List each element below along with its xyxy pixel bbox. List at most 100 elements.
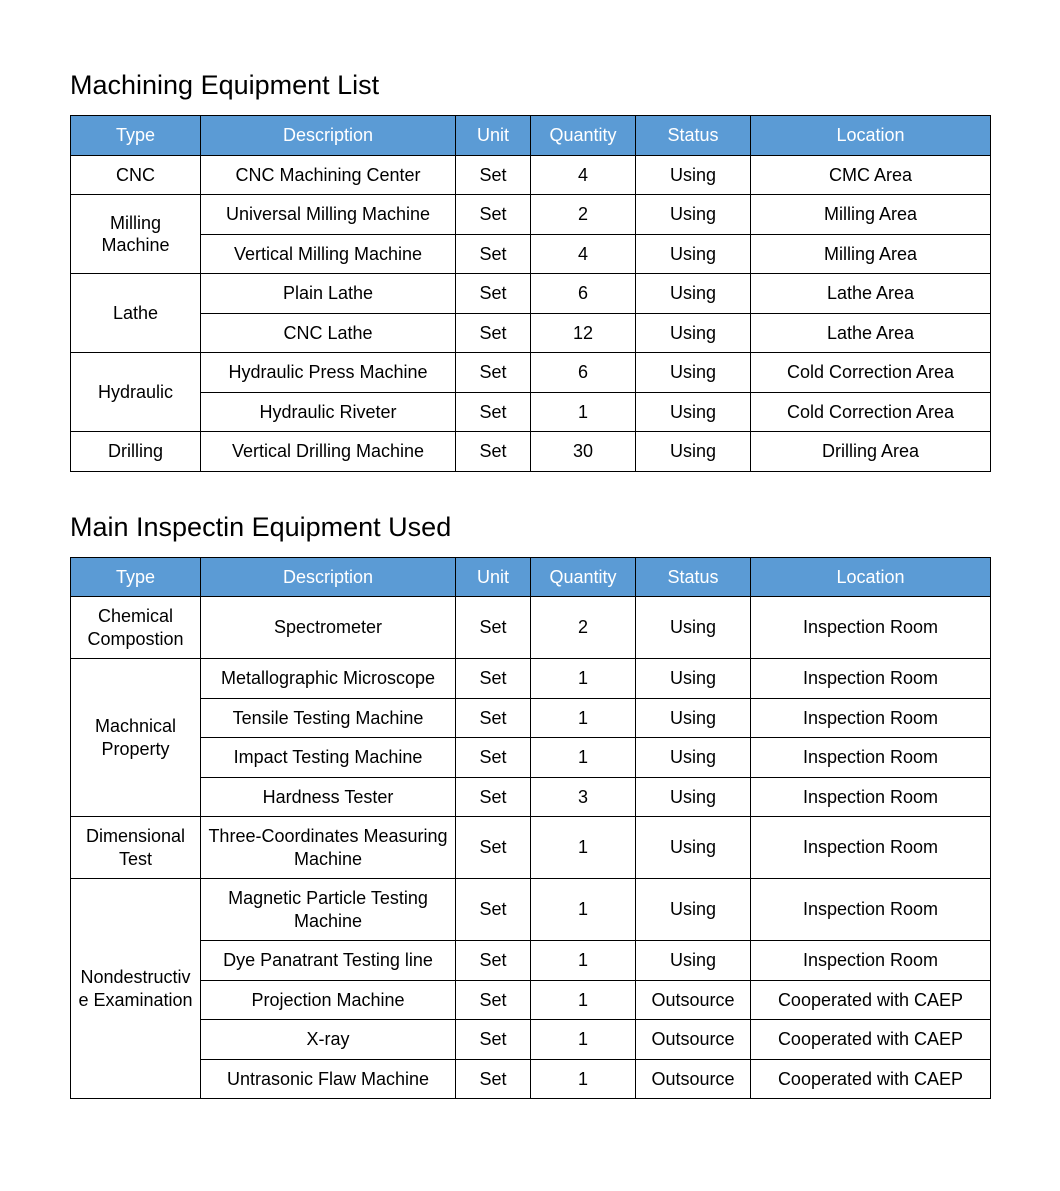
cell-quantity: 4 xyxy=(531,155,636,195)
cell-quantity: 1 xyxy=(531,392,636,432)
table-row: DrillingVertical Drilling MachineSet30Us… xyxy=(71,432,991,472)
equipment-table: TypeDescriptionUnitQuantityStatusLocatio… xyxy=(70,557,991,1100)
cell-unit: Set xyxy=(456,1059,531,1099)
cell-location: Milling Area xyxy=(751,195,991,235)
page: Machining Equipment ListTypeDescriptionU… xyxy=(0,0,1060,1159)
equipment-table: TypeDescriptionUnitQuantityStatusLocatio… xyxy=(70,115,991,472)
cell-description: Projection Machine xyxy=(201,980,456,1020)
table-header-row: TypeDescriptionUnitQuantityStatusLocatio… xyxy=(71,557,991,597)
table-row: X-raySet1OutsourceCooperated with CAEP xyxy=(71,1020,991,1060)
cell-status: Using xyxy=(636,353,751,393)
cell-status: Using xyxy=(636,234,751,274)
cell-quantity: 1 xyxy=(531,817,636,879)
column-header-type: Type xyxy=(71,557,201,597)
table-row: Hydraulic RiveterSet1UsingCold Correctio… xyxy=(71,392,991,432)
table-row: Machnical PropertyMetallographic Microsc… xyxy=(71,659,991,699)
table-header-row: TypeDescriptionUnitQuantityStatusLocatio… xyxy=(71,116,991,156)
cell-location: Drilling Area xyxy=(751,432,991,472)
cell-quantity: 1 xyxy=(531,738,636,778)
cell-location: Cooperated with CAEP xyxy=(751,1059,991,1099)
section: Machining Equipment ListTypeDescriptionU… xyxy=(70,70,990,472)
cell-unit: Set xyxy=(456,817,531,879)
cell-quantity: 1 xyxy=(531,1059,636,1099)
cell-location: Lathe Area xyxy=(751,313,991,353)
cell-status: Using xyxy=(636,432,751,472)
column-header-type: Type xyxy=(71,116,201,156)
cell-status: Using xyxy=(636,698,751,738)
table-row: Untrasonic Flaw MachineSet1OutsourceCoop… xyxy=(71,1059,991,1099)
cell-description: Vertical Drilling Machine xyxy=(201,432,456,472)
table-row: Chemical CompostionSpectrometerSet2Using… xyxy=(71,597,991,659)
cell-unit: Set xyxy=(456,777,531,817)
cell-unit: Set xyxy=(456,1020,531,1060)
cell-location: Cold Correction Area xyxy=(751,353,991,393)
table-row: CNC LatheSet12UsingLathe Area xyxy=(71,313,991,353)
cell-status: Outsource xyxy=(636,980,751,1020)
cell-description: Vertical Milling Machine xyxy=(201,234,456,274)
cell-unit: Set xyxy=(456,313,531,353)
cell-unit: Set xyxy=(456,195,531,235)
cell-location: Inspection Room xyxy=(751,597,991,659)
cell-unit: Set xyxy=(456,432,531,472)
cell-status: Using xyxy=(636,313,751,353)
cell-quantity: 3 xyxy=(531,777,636,817)
table-row: Nondestructive ExaminationMagnetic Parti… xyxy=(71,879,991,941)
cell-type: Milling Machine xyxy=(71,195,201,274)
column-header-description: Description xyxy=(201,557,456,597)
cell-location: Inspection Room xyxy=(751,941,991,981)
cell-quantity: 1 xyxy=(531,1020,636,1060)
cell-status: Using xyxy=(636,195,751,235)
cell-type: Drilling xyxy=(71,432,201,472)
cell-description: CNC Lathe xyxy=(201,313,456,353)
cell-unit: Set xyxy=(456,274,531,314)
cell-quantity: 1 xyxy=(531,941,636,981)
cell-status: Using xyxy=(636,879,751,941)
cell-type: CNC xyxy=(71,155,201,195)
cell-description: X-ray xyxy=(201,1020,456,1060)
cell-location: Inspection Room xyxy=(751,738,991,778)
cell-quantity: 4 xyxy=(531,234,636,274)
cell-status: Using xyxy=(636,659,751,699)
section-title: Machining Equipment List xyxy=(70,70,990,101)
cell-description: Tensile Testing Machine xyxy=(201,698,456,738)
cell-quantity: 1 xyxy=(531,659,636,699)
cell-description: Hydraulic Riveter xyxy=(201,392,456,432)
cell-location: Inspection Room xyxy=(751,777,991,817)
cell-description: Spectrometer xyxy=(201,597,456,659)
column-header-location: Location xyxy=(751,116,991,156)
column-header-unit: Unit xyxy=(456,557,531,597)
cell-quantity: 2 xyxy=(531,195,636,235)
cell-unit: Set xyxy=(456,155,531,195)
cell-location: Inspection Room xyxy=(751,879,991,941)
cell-description: Hydraulic Press Machine xyxy=(201,353,456,393)
cell-unit: Set xyxy=(456,941,531,981)
cell-description: Magnetic Particle Testing Machine xyxy=(201,879,456,941)
column-header-quantity: Quantity xyxy=(531,557,636,597)
table-row: CNCCNC Machining CenterSet4UsingCMC Area xyxy=(71,155,991,195)
cell-unit: Set xyxy=(456,879,531,941)
cell-quantity: 6 xyxy=(531,274,636,314)
cell-unit: Set xyxy=(456,659,531,699)
cell-location: Cooperated with CAEP xyxy=(751,980,991,1020)
cell-unit: Set xyxy=(456,234,531,274)
column-header-status: Status xyxy=(636,116,751,156)
cell-status: Using xyxy=(636,738,751,778)
table-row: Projection MachineSet1OutsourceCooperate… xyxy=(71,980,991,1020)
cell-location: Inspection Room xyxy=(751,659,991,699)
column-header-description: Description xyxy=(201,116,456,156)
cell-unit: Set xyxy=(456,392,531,432)
cell-status: Outsource xyxy=(636,1020,751,1060)
cell-quantity: 12 xyxy=(531,313,636,353)
cell-type: Lathe xyxy=(71,274,201,353)
cell-type: Dimensional Test xyxy=(71,817,201,879)
cell-location: Cooperated with CAEP xyxy=(751,1020,991,1060)
table-row: LathePlain LatheSet6UsingLathe Area xyxy=(71,274,991,314)
cell-status: Using xyxy=(636,155,751,195)
column-header-location: Location xyxy=(751,557,991,597)
cell-unit: Set xyxy=(456,353,531,393)
table-row: Dimensional TestThree-Coordinates Measur… xyxy=(71,817,991,879)
cell-quantity: 30 xyxy=(531,432,636,472)
table-row: Hardness TesterSet3UsingInspection Room xyxy=(71,777,991,817)
cell-status: Using xyxy=(636,274,751,314)
column-header-quantity: Quantity xyxy=(531,116,636,156)
